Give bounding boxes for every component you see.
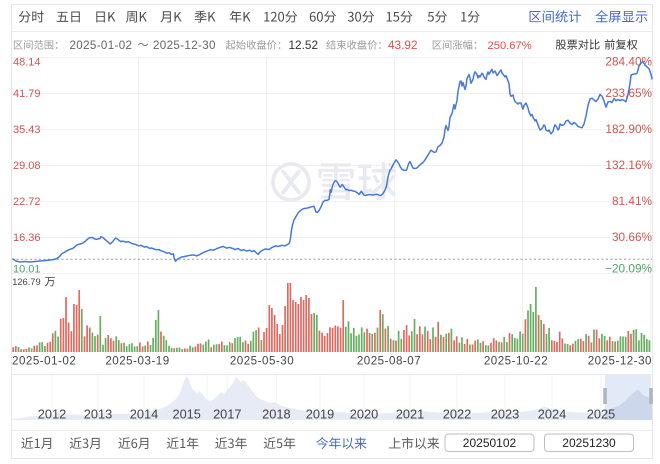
svg-text:48.14: 48.14 xyxy=(13,57,41,69)
svg-text:22.72: 22.72 xyxy=(13,196,41,208)
svg-text:−20.09%: −20.09% xyxy=(605,262,652,276)
svg-text:2013: 2013 xyxy=(84,407,112,422)
svg-text:10.01: 10.01 xyxy=(13,264,41,276)
svg-text:2025-10-22: 2025-10-22 xyxy=(484,355,548,368)
svg-text:2023: 2023 xyxy=(491,407,519,422)
svg-text:2025-12-30: 2025-12-30 xyxy=(588,355,652,368)
svg-text:2019: 2019 xyxy=(306,407,334,422)
svg-text:30.66%: 30.66% xyxy=(612,230,653,244)
svg-text:182.90%: 182.90% xyxy=(605,122,652,136)
svg-text:2014: 2014 xyxy=(130,407,158,422)
svg-text:2021: 2021 xyxy=(396,407,424,422)
svg-text:29.08: 29.08 xyxy=(13,160,41,172)
svg-text:2025-12-30: 2025-12-30 xyxy=(153,39,216,52)
svg-text:126.79: 126.79 xyxy=(12,277,40,287)
svg-text:250.67%: 250.67% xyxy=(488,40,532,52)
svg-text:2012: 2012 xyxy=(38,407,66,422)
svg-text:2025: 2025 xyxy=(587,407,615,422)
svg-text:2017: 2017 xyxy=(213,407,241,422)
svg-text:2018: 2018 xyxy=(262,407,290,422)
svg-text:20250102: 20250102 xyxy=(463,436,517,450)
svg-text:16.36: 16.36 xyxy=(13,232,41,244)
svg-text:43.92: 43.92 xyxy=(388,38,418,52)
svg-text:12.52: 12.52 xyxy=(289,38,319,52)
svg-text:2020: 2020 xyxy=(350,407,378,422)
svg-text:2025-01-02: 2025-01-02 xyxy=(70,39,133,52)
svg-text:2025-03-19: 2025-03-19 xyxy=(105,355,169,368)
svg-text:41.79: 41.79 xyxy=(13,88,41,100)
svg-text:2022: 2022 xyxy=(443,407,471,422)
svg-text:2025-05-30: 2025-05-30 xyxy=(230,355,294,368)
svg-text:2025-08-07: 2025-08-07 xyxy=(357,355,421,368)
svg-text:2024: 2024 xyxy=(538,407,566,422)
svg-text:2025-01-02: 2025-01-02 xyxy=(12,355,76,368)
svg-text:2015: 2015 xyxy=(172,407,200,422)
svg-text:20251230: 20251230 xyxy=(562,436,616,450)
svg-text:81.41%: 81.41% xyxy=(612,194,653,208)
svg-text:284.40%: 284.40% xyxy=(605,55,652,69)
svg-text:132.16%: 132.16% xyxy=(605,158,652,172)
svg-text:35.43: 35.43 xyxy=(13,124,41,136)
